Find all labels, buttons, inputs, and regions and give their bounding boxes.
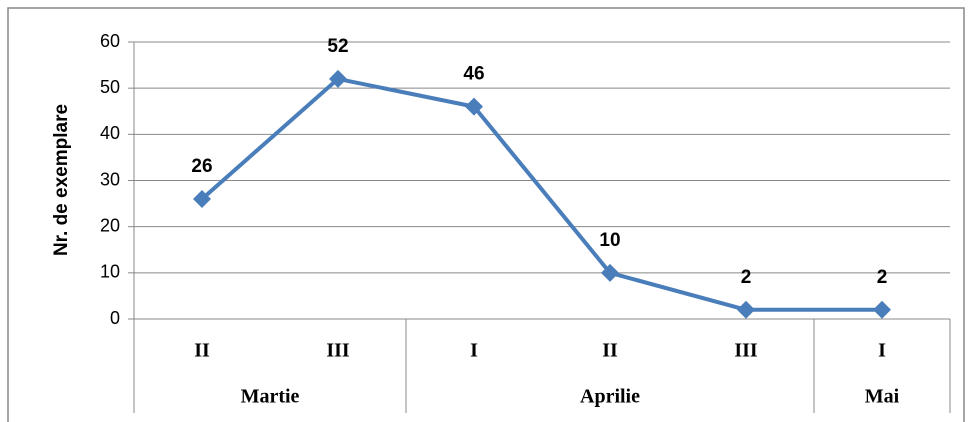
x-tick-label: I bbox=[470, 340, 478, 362]
y-tick-label: 40 bbox=[100, 123, 120, 143]
data-label: 46 bbox=[463, 64, 484, 85]
data-point bbox=[193, 189, 211, 208]
x-tick-label: II bbox=[602, 340, 618, 362]
x-tick-label: III bbox=[734, 340, 758, 362]
data-label: 2 bbox=[741, 267, 752, 288]
group-label: Aprilie bbox=[580, 386, 640, 408]
x-tick-label: I bbox=[878, 340, 886, 362]
data-label: 10 bbox=[599, 230, 620, 251]
y-tick-label: 20 bbox=[100, 215, 120, 235]
data-point bbox=[737, 300, 755, 319]
x-tick-label: III bbox=[326, 340, 350, 362]
y-tick-label: 10 bbox=[100, 262, 120, 282]
data-point bbox=[465, 97, 483, 116]
y-tick-label: 30 bbox=[100, 169, 120, 189]
data-point bbox=[601, 263, 619, 282]
y-tick-label: 60 bbox=[100, 31, 120, 51]
series-line bbox=[200, 76, 882, 312]
y-axis-title: Nr. de exemplare bbox=[51, 104, 72, 256]
group-label: Martie bbox=[241, 386, 300, 408]
x-tick-label: II bbox=[194, 340, 210, 362]
data-point bbox=[873, 300, 891, 319]
group-label: Mai bbox=[865, 386, 900, 408]
data-point bbox=[329, 69, 347, 88]
data-label: 2 bbox=[877, 267, 888, 288]
data-label: 26 bbox=[191, 156, 212, 177]
y-tick-label: 0 bbox=[110, 308, 120, 328]
chart-frame bbox=[7, 7, 965, 422]
y-tick-label: 50 bbox=[100, 77, 120, 97]
data-label: 52 bbox=[327, 36, 348, 57]
